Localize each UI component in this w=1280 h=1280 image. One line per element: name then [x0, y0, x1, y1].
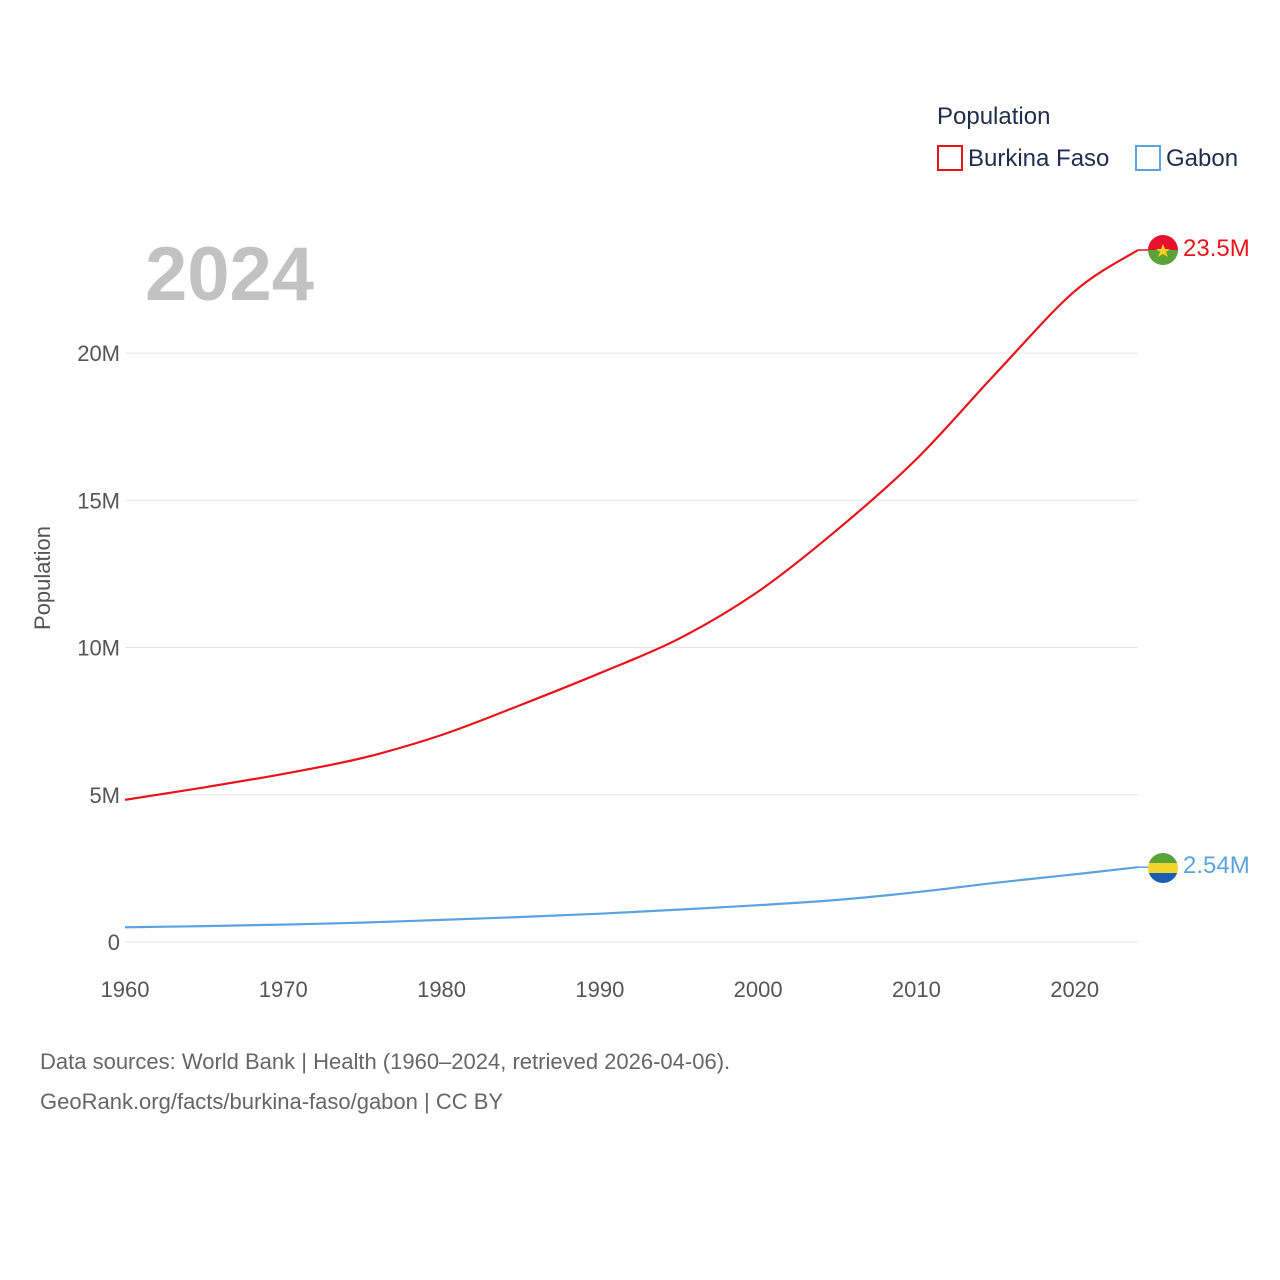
- x-tick-label: 1960: [101, 977, 150, 1002]
- year-label: 2024: [145, 232, 314, 317]
- y-axis-ticks: 0 5M 10M 15M 20M: [77, 341, 120, 955]
- series-line-gabon[interactable]: [124, 866, 1139, 929]
- x-tick-label: 1980: [417, 977, 466, 1002]
- y-tick-label: 20M: [77, 341, 120, 366]
- series-line-burkina-faso[interactable]: [124, 249, 1139, 801]
- footer: Data sources: World Bank | Health (1960–…: [40, 1042, 730, 1122]
- y-tick-label: 5M: [89, 783, 120, 808]
- legend-title: Population: [937, 103, 1050, 130]
- legend-label-burkina-faso[interactable]: Burkina Faso: [968, 145, 1109, 172]
- y-tick-label: 15M: [77, 488, 120, 513]
- x-axis-ticks: 1960 1970 1980 1990 2000 2010 2020: [101, 977, 1100, 1002]
- x-tick-label: 1970: [259, 977, 308, 1002]
- x-tick-label: 2010: [892, 977, 941, 1002]
- gridlines: [125, 352, 1138, 943]
- legend-label-gabon[interactable]: Gabon: [1166, 145, 1238, 172]
- end-label-gabon: 2.54M: [1183, 852, 1250, 879]
- footer-link[interactable]: GeoRank.org/facts/burkina-faso/gabon | C…: [40, 1089, 504, 1114]
- end-label-burkina-faso: 23.5M: [1183, 235, 1250, 262]
- legend-swatch-gabon[interactable]: [1135, 145, 1161, 171]
- gabon-flag-icon: [1148, 853, 1178, 883]
- burkina-faso-flag-icon: [1148, 235, 1178, 265]
- x-tick-label: 2020: [1050, 977, 1099, 1002]
- x-tick-label: 1990: [575, 977, 624, 1002]
- footer-sources: Data sources: World Bank | Health (1960–…: [40, 1049, 731, 1074]
- y-axis-title: Population: [30, 526, 55, 630]
- y-tick-label: 0: [108, 930, 120, 955]
- y-tick-label: 10M: [77, 636, 120, 661]
- x-tick-label: 2000: [734, 977, 783, 1002]
- legend-swatch-burkina-faso[interactable]: [937, 145, 963, 171]
- legend: Population Burkina Faso Gabon: [937, 103, 1238, 172]
- series-lines: [124, 249, 1148, 929]
